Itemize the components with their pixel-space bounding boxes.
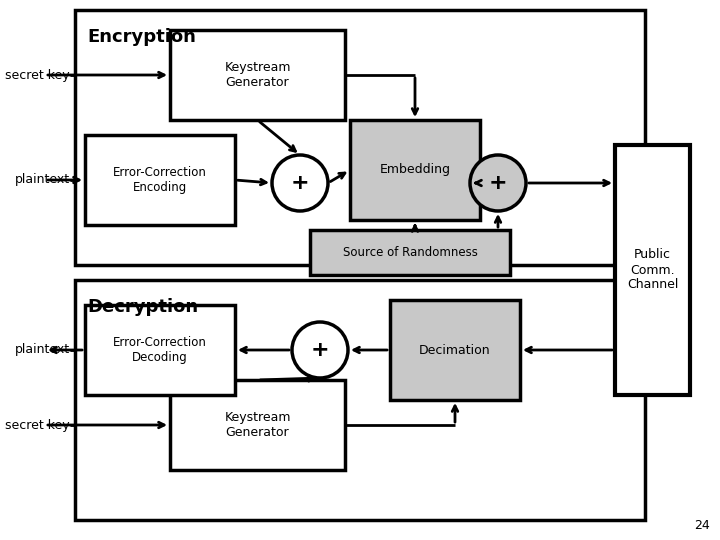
Bar <box>85 135 235 225</box>
Bar <box>75 10 645 265</box>
Circle shape <box>272 155 328 211</box>
Text: secret key: secret key <box>5 69 70 82</box>
Bar <box>310 230 510 275</box>
Text: Encryption: Encryption <box>87 28 196 46</box>
Circle shape <box>292 322 348 378</box>
Text: Public
Comm.
Channel: Public Comm. Channel <box>627 248 678 292</box>
Bar <box>350 120 480 220</box>
Text: +: + <box>291 173 310 193</box>
Text: Decimation: Decimation <box>419 343 491 356</box>
Text: Error-Correction
Decoding: Error-Correction Decoding <box>113 336 207 364</box>
Circle shape <box>470 155 526 211</box>
Bar <box>615 145 690 395</box>
Text: secret key: secret key <box>5 418 70 431</box>
Text: Embedding: Embedding <box>379 164 451 177</box>
Text: +: + <box>311 340 329 360</box>
Text: Keystream
Generator: Keystream Generator <box>224 411 291 439</box>
Text: 24: 24 <box>694 519 710 532</box>
Bar <box>170 380 345 470</box>
Bar <box>85 305 235 395</box>
Bar <box>75 280 645 520</box>
Text: +: + <box>489 173 508 193</box>
Text: plaintext: plaintext <box>15 173 70 186</box>
Text: Keystream
Generator: Keystream Generator <box>224 61 291 89</box>
Text: Error-Correction
Encoding: Error-Correction Encoding <box>113 166 207 194</box>
Text: Decryption: Decryption <box>87 298 198 316</box>
Bar <box>390 300 520 400</box>
Bar <box>170 30 345 120</box>
Text: Source of Randomness: Source of Randomness <box>343 246 477 259</box>
Text: plaintext: plaintext <box>15 343 70 356</box>
